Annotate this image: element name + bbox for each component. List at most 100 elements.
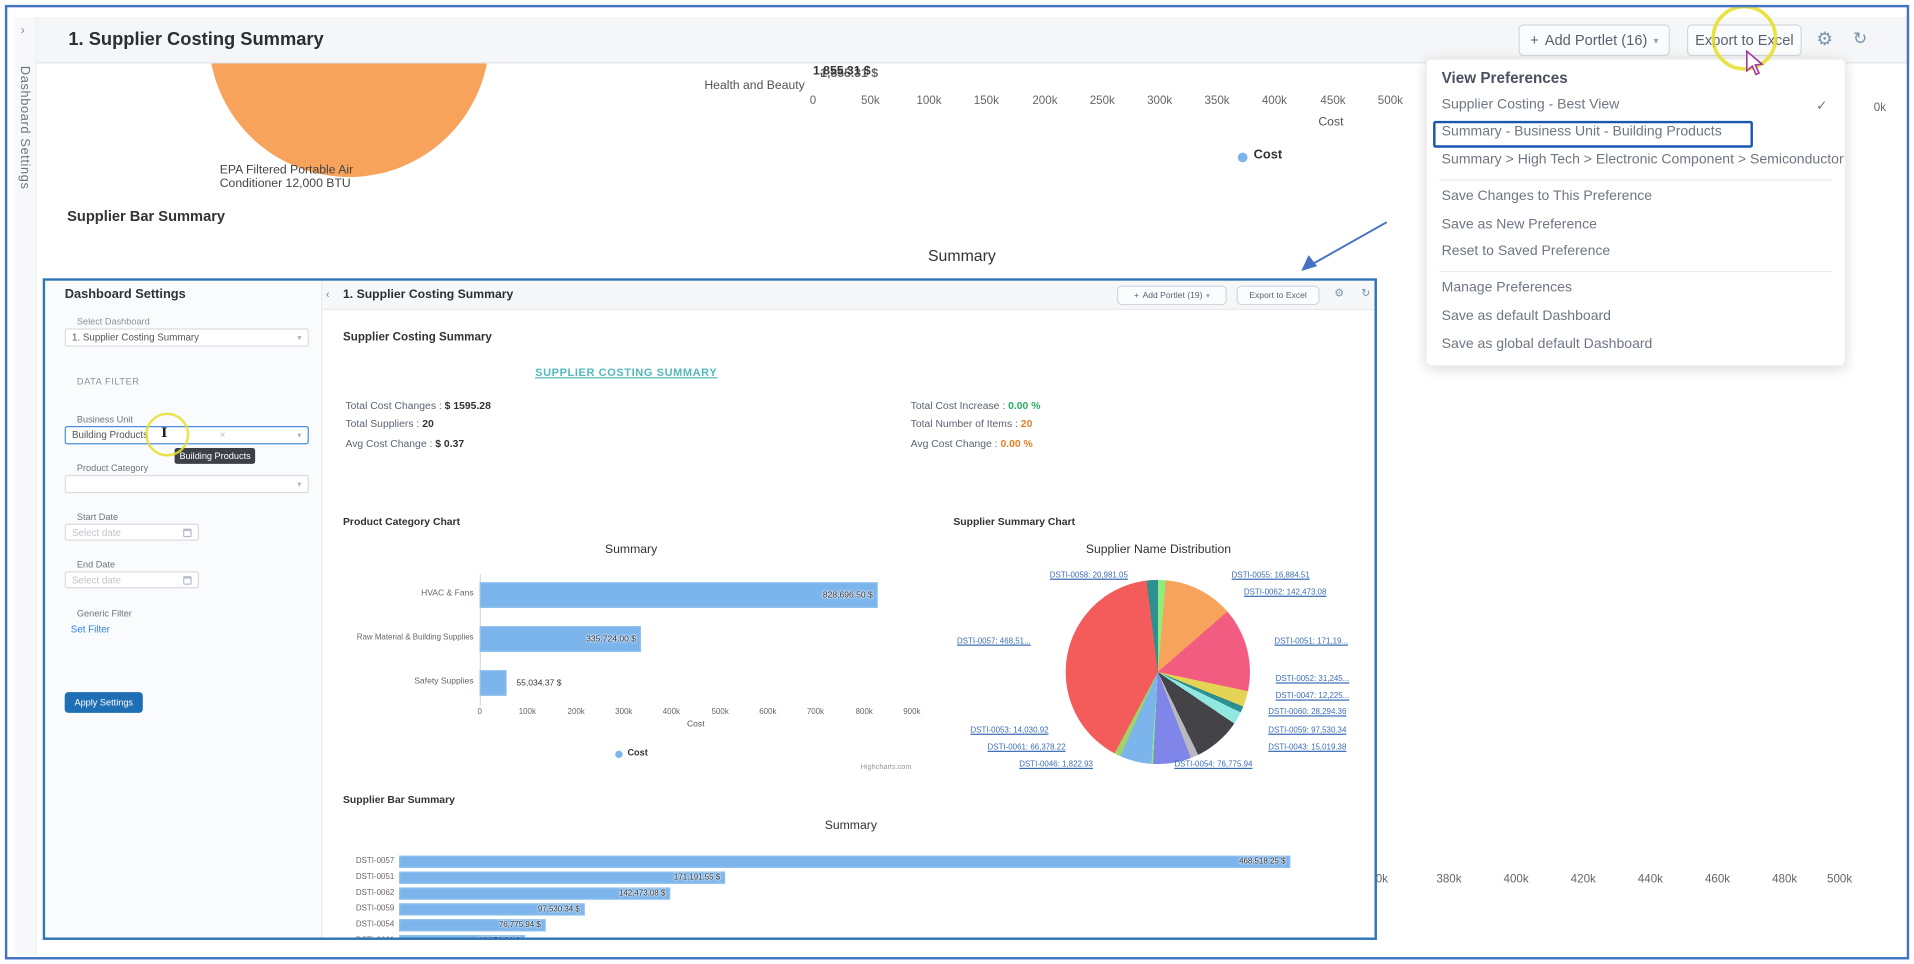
bar-dsti-0059[interactable]: 97,530.34 $ (399, 903, 585, 916)
bar-raw-material[interactable]: 335,724.00 $ (479, 626, 641, 652)
expand-chevron-icon[interactable]: › (20, 24, 25, 38)
pie-label[interactable]: DSTI-0052: 31,245... (1275, 675, 1350, 684)
sidebar-title: Dashboard Settings (64, 286, 186, 302)
refresh-icon[interactable]: ↻ (1361, 286, 1371, 300)
summary-section-title: Supplier Costing Summary (343, 330, 492, 345)
pie-label[interactable]: DSTI-0055: 16,884.51 (1231, 571, 1310, 580)
background-chart-title: Summary (927, 246, 996, 265)
menu-item-manage-preferences[interactable]: Manage Preferences (1441, 280, 1572, 296)
axis-tick: 600k (759, 708, 777, 717)
menu-item-high-tech-semiconductor[interactable]: Summary > High Tech > Electronic Compone… (1441, 152, 1844, 168)
pie-label[interactable]: DSTI-0054: 76,775.94 (1174, 760, 1253, 770)
background-legend-label[interactable]: Cost (1253, 147, 1283, 163)
inset-add-portlet-button[interactable]: + Add Portlet (19) ▾ (1116, 285, 1227, 306)
collapse-chevron-icon[interactable]: ‹ (325, 288, 330, 301)
axis-tick: 0 (809, 93, 817, 108)
pie-label[interactable]: DSTI-0059: 97,530.34 (1268, 726, 1347, 735)
pie-label[interactable]: DSTI-0053: 14,030.92 (970, 726, 1049, 735)
menu-item-business-unit-building-products[interactable]: Summary - Business Unit - Building Produ… (1441, 124, 1722, 140)
add-portlet-button[interactable]: + Add Portlet (16) ▾ (1518, 24, 1670, 57)
pie-label[interactable]: DSTI-0047: 12,225... (1275, 692, 1350, 701)
bar-dsti-0054[interactable]: 76,775.94 $ (399, 919, 546, 932)
category-label: DSTI-0061 (338, 936, 394, 937)
settings-gear-icon[interactable]: ⚙ (1816, 29, 1833, 51)
bar-dsti-0057[interactable]: 468,518.25 $ (399, 855, 1291, 868)
annotation-highlight-circle (145, 412, 190, 457)
axis-tick: 450k (1320, 93, 1346, 108)
product-category-dropdown[interactable]: ▾ (64, 474, 309, 494)
menu-divider (1439, 270, 1833, 273)
chart-credit: Highcharts.com (860, 764, 912, 772)
axis-tick: 200k (567, 708, 585, 717)
bar-dsti-0061[interactable]: 66,378.22 $ (399, 935, 525, 938)
bar-dsti-0051[interactable]: 171,191.55 $ (399, 871, 726, 884)
product-category-chart-heading: Product Category Chart (343, 515, 461, 528)
menu-item-save-default-dashboard[interactable]: Save as default Dashboard (1441, 308, 1611, 324)
pie-label[interactable]: DSTI-0057: 468,51... (957, 637, 1031, 646)
legend-dot[interactable] (1237, 152, 1248, 163)
bar-value-label: 142,473.08 $ (618, 889, 666, 898)
set-filter-link[interactable]: Set Filter (70, 623, 110, 635)
generic-filter-label: Generic Filter (76, 607, 132, 619)
bar-dsti-0062[interactable]: 142,473.08 $ (399, 887, 671, 900)
axis-tick-fragment: 0k (1873, 101, 1887, 115)
stat-value: $ 0.37 (435, 437, 465, 450)
chevron-down-icon: ▾ (297, 480, 302, 489)
bar-value-label: 335,724.00 $ (586, 634, 636, 644)
supplier-costing-summary-link[interactable]: SUPPLIER COSTING SUMMARY (535, 366, 718, 379)
business-unit-tooltip: Building Products (174, 447, 256, 464)
inset-export-label: Export to Excel (1249, 291, 1307, 300)
select-dashboard-value: 1. Supplier Costing Summary (72, 332, 200, 344)
pie-label[interactable]: DSTI-0062: 142,473.08 (1243, 588, 1327, 597)
axis-tick: 100k (916, 93, 942, 108)
pie-label[interactable]: DSTI-0058: 20,981.05 (1049, 571, 1128, 580)
stat-value: 0.00 % (1008, 399, 1041, 412)
stat-row: Total Cost Changes : $ 1595.28 (345, 399, 490, 411)
axis-tick: 300k (615, 708, 633, 717)
pie-label[interactable]: DSTI-0060: 28,294.36 (1268, 708, 1347, 717)
clear-icon[interactable]: × (219, 429, 226, 441)
add-portlet-label: Add Portlet (16) (1544, 31, 1648, 49)
calendar-icon (183, 575, 192, 585)
annotation-highlight-circle (1711, 4, 1778, 71)
annotation-arrow (1301, 221, 1388, 271)
refresh-icon[interactable]: ↻ (1853, 28, 1868, 48)
dashboard-settings-rail[interactable]: › Dashboard Settings (14, 17, 37, 955)
pie-label[interactable]: DSTI-0043: 15,019.38 (1268, 743, 1347, 752)
menu-item-best-view[interactable]: Supplier Costing - Best View (1441, 97, 1620, 113)
stat-value: 20 (1020, 417, 1033, 430)
select-dashboard-dropdown[interactable]: 1. Supplier Costing Summary ▾ (64, 328, 309, 347)
pie-label[interactable]: DSTI-0046: 1,822.93 (1019, 760, 1093, 770)
apply-settings-button[interactable]: Apply Settings (64, 692, 143, 713)
supplier-distribution-pie[interactable] (1065, 579, 1250, 765)
bar-value-label: 97,530.34 $ (537, 905, 580, 914)
legend-label[interactable]: Cost (627, 747, 648, 759)
background-pie-item-label: EPA Filtered Portable Air Conditioner 12… (219, 163, 354, 190)
settings-gear-icon[interactable]: ⚙ (1334, 286, 1345, 300)
background-pie-value-overlap: 1,855.31 $ (820, 67, 879, 81)
bar-value-label: 66,378.22 $ (478, 937, 520, 938)
axis-tick: 900k (903, 708, 921, 717)
menu-item-save-as-new[interactable]: Save as New Preference (1441, 217, 1597, 232)
end-date-input[interactable]: Select date (64, 571, 199, 589)
category-label: DSTI-0051 (355, 872, 395, 882)
inset-export-button[interactable]: Export to Excel (1236, 285, 1320, 306)
chevron-down-icon: ▾ (1206, 292, 1210, 300)
pie-label[interactable]: DSTI-0051: 171,19... (1274, 637, 1349, 646)
background-pie-slice[interactable] (208, 63, 490, 178)
bar-hvac-fans[interactable]: 828,696.50 $ (479, 582, 878, 608)
background-x-axis-title: Cost (1318, 115, 1344, 130)
bar-safety-supplies[interactable]: 55,034.37 $ (479, 670, 562, 696)
start-date-input[interactable]: Select date (64, 523, 199, 541)
stat-label: Avg Cost Change : (910, 437, 998, 450)
menu-item-save-changes[interactable]: Save Changes to This Preference (1441, 189, 1653, 204)
category-label: Raw Material & Building Supplies (356, 633, 474, 643)
menu-item-reset-to-saved[interactable]: Reset to Saved Preference (1441, 244, 1611, 259)
category-label: Safety Supplies (414, 677, 474, 687)
pie-label[interactable]: DSTI-0061: 66,378.22 (987, 743, 1066, 752)
legend-dot[interactable] (615, 750, 623, 759)
axis-tick: 500k (1827, 872, 1853, 887)
plus-icon: + (1530, 31, 1539, 49)
bar-value-label: 171,191.55 $ (673, 873, 721, 882)
menu-item-save-global-default[interactable]: Save as global default Dashboard (1441, 336, 1653, 352)
